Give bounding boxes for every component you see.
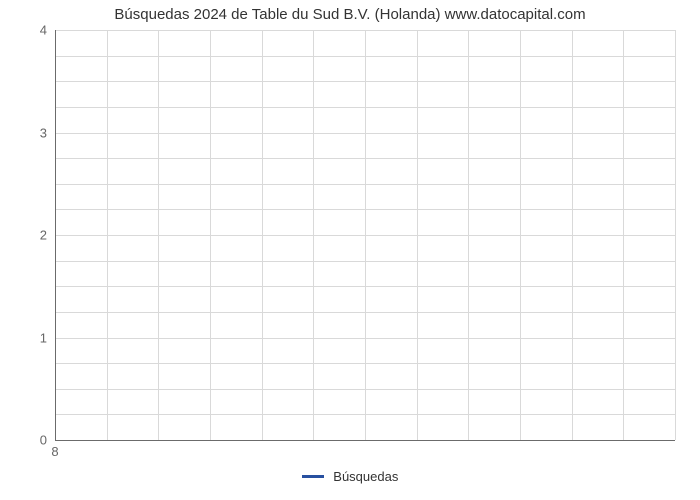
legend: Búsquedas [0,468,700,484]
chart-title: Búsquedas 2024 de Table du Sud B.V. (Hol… [0,6,700,23]
y-tick-label: 1 [40,330,47,345]
plot-area: 012348 [55,30,675,440]
gridline-vertical [365,30,366,440]
gridline-vertical [107,30,108,440]
chart-container: Búsquedas 2024 de Table du Sud B.V. (Hol… [0,0,700,500]
gridline-vertical [417,30,418,440]
x-tick-label: 8 [51,444,58,459]
y-tick-label: 2 [40,228,47,243]
gridline-vertical [468,30,469,440]
legend-swatch [302,475,324,478]
gridline-vertical [262,30,263,440]
gridline-vertical [572,30,573,440]
y-tick-label: 0 [40,433,47,448]
gridline-vertical [675,30,676,440]
y-tick-label: 3 [40,125,47,140]
gridline-vertical [313,30,314,440]
gridline-vertical [210,30,211,440]
y-axis-line [55,30,56,440]
y-tick-label: 4 [40,23,47,38]
gridline-vertical [158,30,159,440]
x-axis-line [55,440,675,441]
gridline-vertical [520,30,521,440]
legend-label: Búsquedas [333,469,398,484]
gridline-vertical [623,30,624,440]
